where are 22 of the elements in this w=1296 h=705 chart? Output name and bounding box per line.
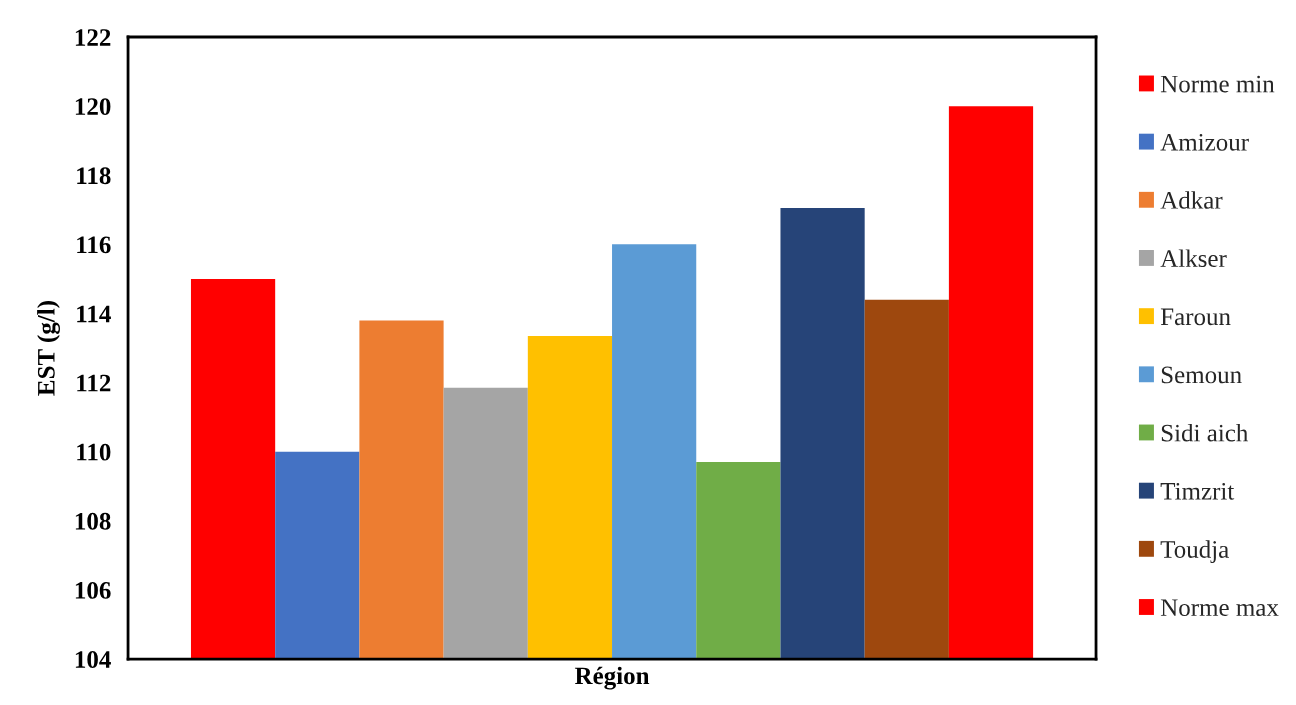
legend-label: Toudja <box>1160 540 1229 563</box>
x-axis-title: Région <box>574 666 650 690</box>
y-tick-label: 120 <box>75 98 111 116</box>
y-tick-label: 114 <box>77 305 111 323</box>
legend-label: Semoun <box>1161 366 1242 384</box>
y-tick-label: 104 <box>75 651 111 668</box>
y-tick-label: 110 <box>77 443 111 461</box>
legend-label: Alkser <box>1160 249 1227 268</box>
legend-label: Adkar <box>1160 191 1223 209</box>
y-tick-label: 108 <box>75 512 111 530</box>
legend-label: Norme max <box>1160 599 1279 617</box>
y-tick-label: 106 <box>75 581 111 599</box>
y-tick-label: 112 <box>77 374 111 392</box>
y-axis-title: EST (g/l) <box>37 301 60 396</box>
legend-label: Sidi aich <box>1161 423 1249 442</box>
y-tick-label: 118 <box>77 167 111 185</box>
legend-label: Norme min <box>1160 75 1275 93</box>
y-tick-label: 122 <box>75 29 111 46</box>
y-tick-label: 116 <box>77 236 111 254</box>
legend-label: Timzrit <box>1160 482 1235 500</box>
legend-label: Amizour <box>1160 133 1249 151</box>
legend-label: Faroun <box>1160 308 1231 326</box>
